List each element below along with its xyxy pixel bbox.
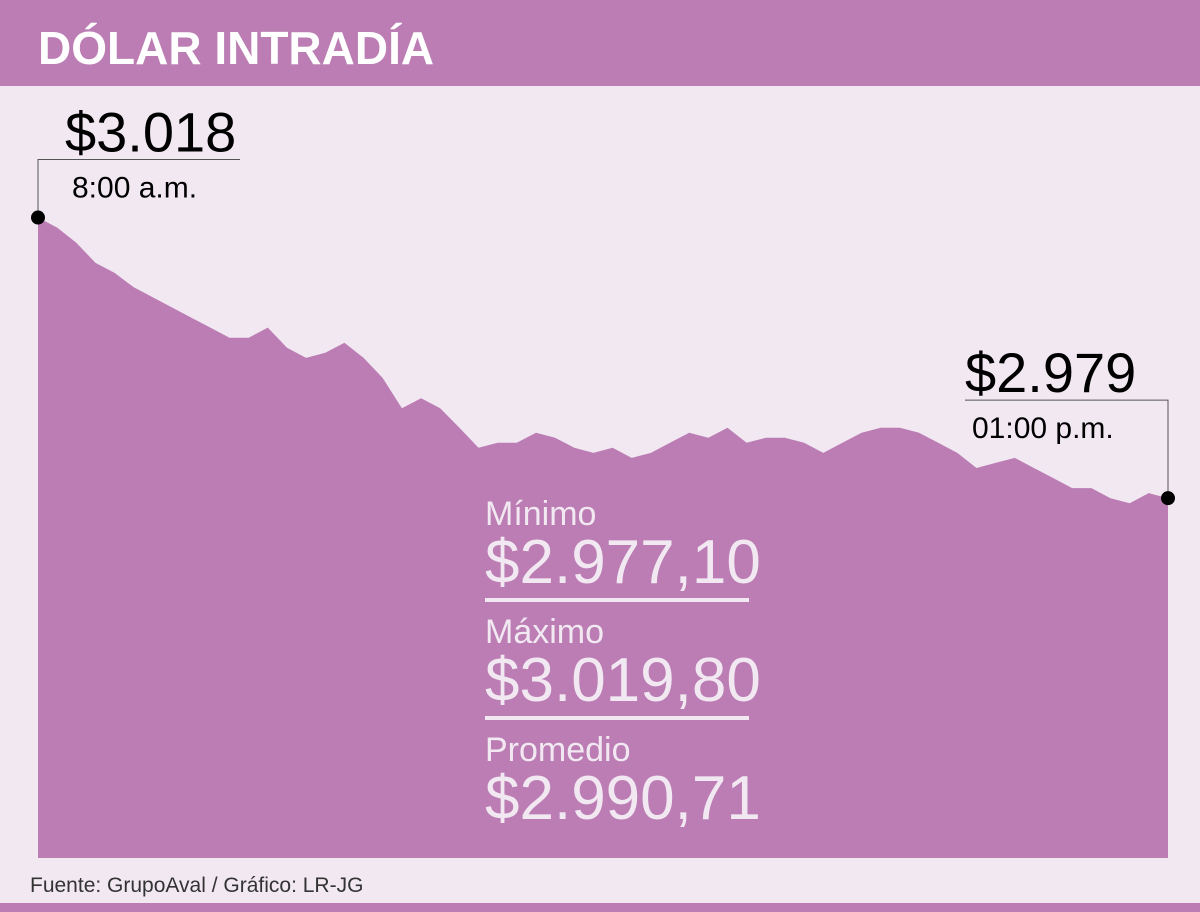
annotation-leader <box>965 399 1169 499</box>
area <box>38 217 1168 858</box>
stat-label: Máximo <box>485 613 604 651</box>
footer-band <box>0 903 1200 912</box>
x-tick-label: 8:00 a.m. <box>72 172 197 205</box>
end-dot <box>1161 491 1175 506</box>
value-label: $2.979 <box>965 341 1136 404</box>
stat-label: Mínimo <box>485 495 596 533</box>
stat-value: $2.990,71 <box>485 764 761 833</box>
header-band <box>0 0 1200 86</box>
value-label: $3.018 <box>65 101 236 164</box>
end-dot <box>31 210 45 225</box>
chart-title: DÓLAR INTRADÍA <box>38 22 434 74</box>
stat-value: $3.019,80 <box>485 646 761 715</box>
annotation-leader <box>37 159 240 218</box>
source-note: Fuente: GrupoAval / Gráfico: LR-JG <box>30 874 363 897</box>
stat-label: Promedio <box>485 731 631 769</box>
x-tick-label: 01:00 p.m. <box>972 412 1114 445</box>
stat-value: $2.977,10 <box>485 528 761 597</box>
